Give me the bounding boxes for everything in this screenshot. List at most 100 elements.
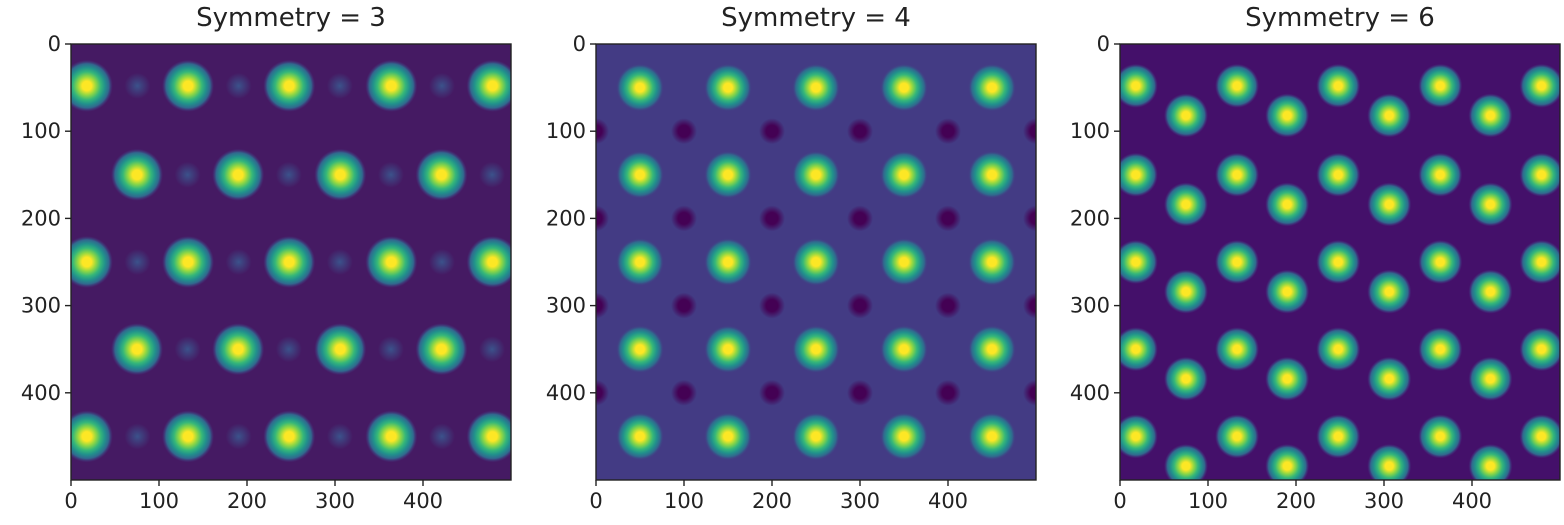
intensity-peak xyxy=(968,412,1016,461)
intensity-minimum xyxy=(847,292,873,319)
x-tick-label: 400 xyxy=(1452,489,1492,513)
intensity-peak xyxy=(1468,444,1513,480)
intensity-minimum xyxy=(671,379,697,406)
y-tick-label: 300 xyxy=(21,294,61,318)
intensity-peak xyxy=(1265,356,1310,401)
secondary-maximum xyxy=(377,336,404,363)
intensity-minimum xyxy=(1023,379,1036,406)
intensity-peak xyxy=(365,236,418,288)
intensity-peak xyxy=(1468,93,1513,138)
secondary-maximum xyxy=(225,423,252,450)
intensity-peak xyxy=(1519,414,1560,459)
y-tick-label: 100 xyxy=(21,119,61,143)
intensity-peak xyxy=(71,59,113,112)
intensity-minimum xyxy=(671,205,697,232)
intensity-peak xyxy=(1519,63,1560,108)
heatmap-image xyxy=(596,44,1036,480)
intensity-peak xyxy=(111,148,163,201)
x-tick-label: 300 xyxy=(1364,489,1404,513)
intensity-peak xyxy=(1265,93,1310,138)
intensity-peak xyxy=(1418,327,1463,372)
intensity-minimum xyxy=(1023,205,1036,232)
y-tick-label: 300 xyxy=(1070,294,1110,318)
x-tick-label: 100 xyxy=(664,489,704,513)
secondary-maximum xyxy=(275,336,302,363)
secondary-maximum xyxy=(377,161,404,188)
secondary-maximum xyxy=(326,249,353,275)
intensity-peak xyxy=(1120,63,1158,108)
intensity-peak xyxy=(1215,327,1260,372)
intensity-peak xyxy=(1519,327,1560,372)
heatmap-image xyxy=(71,44,511,480)
intensity-peak xyxy=(1418,414,1463,459)
intensity-peak xyxy=(263,410,316,463)
y-tick-label: 400 xyxy=(1070,381,1110,405)
intensity-peak xyxy=(1316,152,1361,197)
intensity-peak xyxy=(314,148,367,201)
intensity-minimum xyxy=(759,292,785,319)
intensity-peak xyxy=(1120,240,1158,284)
intensity-minimum xyxy=(935,379,961,406)
heatmap-panel-4: Symmetry = 4 0 100 200 300 400 0 100 200 300 400 xyxy=(546,3,1037,513)
axes-frame xyxy=(70,43,512,481)
x-tick-label: 400 xyxy=(928,489,968,513)
intensity-peak xyxy=(792,150,840,199)
secondary-maximum xyxy=(124,249,151,275)
intensity-peak xyxy=(1265,182,1310,227)
secondary-maximum xyxy=(428,72,455,99)
x-tick-label: 0 xyxy=(589,489,602,513)
intensity-peak xyxy=(1367,93,1412,138)
intensity-peak xyxy=(466,410,511,463)
intensity-peak xyxy=(704,150,752,199)
intensity-peak xyxy=(1316,414,1361,459)
secondary-maximum xyxy=(428,423,455,450)
intensity-peak xyxy=(212,323,265,376)
intensity-peak xyxy=(1519,240,1560,284)
intensity-peak xyxy=(71,410,113,463)
x-tick-label: 0 xyxy=(64,489,77,513)
intensity-peak xyxy=(968,63,1016,112)
y-tick-label: 100 xyxy=(546,119,586,143)
secondary-maximum xyxy=(124,423,151,450)
intensity-peak xyxy=(1120,152,1158,197)
intensity-peak xyxy=(1468,182,1513,227)
x-tick-label: 200 xyxy=(227,489,267,513)
heatmap-panel-6: Symmetry = 6 0 100 200 300 400 0 100 200 300 400 xyxy=(1070,3,1561,513)
secondary-maximum xyxy=(124,72,151,99)
x-tick-label: 100 xyxy=(1188,489,1228,513)
intensity-peak xyxy=(1215,63,1260,108)
intensity-minimum xyxy=(759,118,785,145)
intensity-peak xyxy=(792,238,840,286)
secondary-maximum xyxy=(479,161,506,188)
secondary-maximum xyxy=(275,161,302,188)
intensity-peak xyxy=(1468,356,1513,401)
intensity-peak xyxy=(704,238,752,286)
intensity-peak xyxy=(71,236,113,288)
intensity-peak xyxy=(616,238,664,286)
x-tick-label: 200 xyxy=(752,489,792,513)
y-tick-label: 0 xyxy=(1097,32,1110,56)
intensity-peak xyxy=(1519,152,1560,197)
intensity-peak xyxy=(1468,269,1513,314)
y-tick-label: 200 xyxy=(21,206,61,230)
intensity-peak xyxy=(704,325,752,374)
intensity-peak xyxy=(1418,152,1463,197)
secondary-maximum xyxy=(174,336,201,363)
intensity-peak xyxy=(968,325,1016,374)
axes-frame xyxy=(1119,43,1561,481)
intensity-peak xyxy=(704,63,752,112)
intensity-peak xyxy=(415,323,468,376)
intensity-minimum xyxy=(847,118,873,145)
intensity-peak xyxy=(162,59,215,112)
panel-title: Symmetry = 4 xyxy=(721,3,911,33)
intensity-peak xyxy=(1367,356,1412,401)
y-tick-label: 300 xyxy=(546,294,586,318)
intensity-peak xyxy=(792,325,840,374)
intensity-peak xyxy=(1164,182,1208,227)
intensity-minimum xyxy=(759,379,785,406)
x-tick-label: 200 xyxy=(1276,489,1316,513)
intensity-minimum xyxy=(935,205,961,232)
intensity-peak xyxy=(1164,356,1208,401)
intensity-minimum xyxy=(596,292,609,319)
y-tick-label: 100 xyxy=(1070,119,1110,143)
